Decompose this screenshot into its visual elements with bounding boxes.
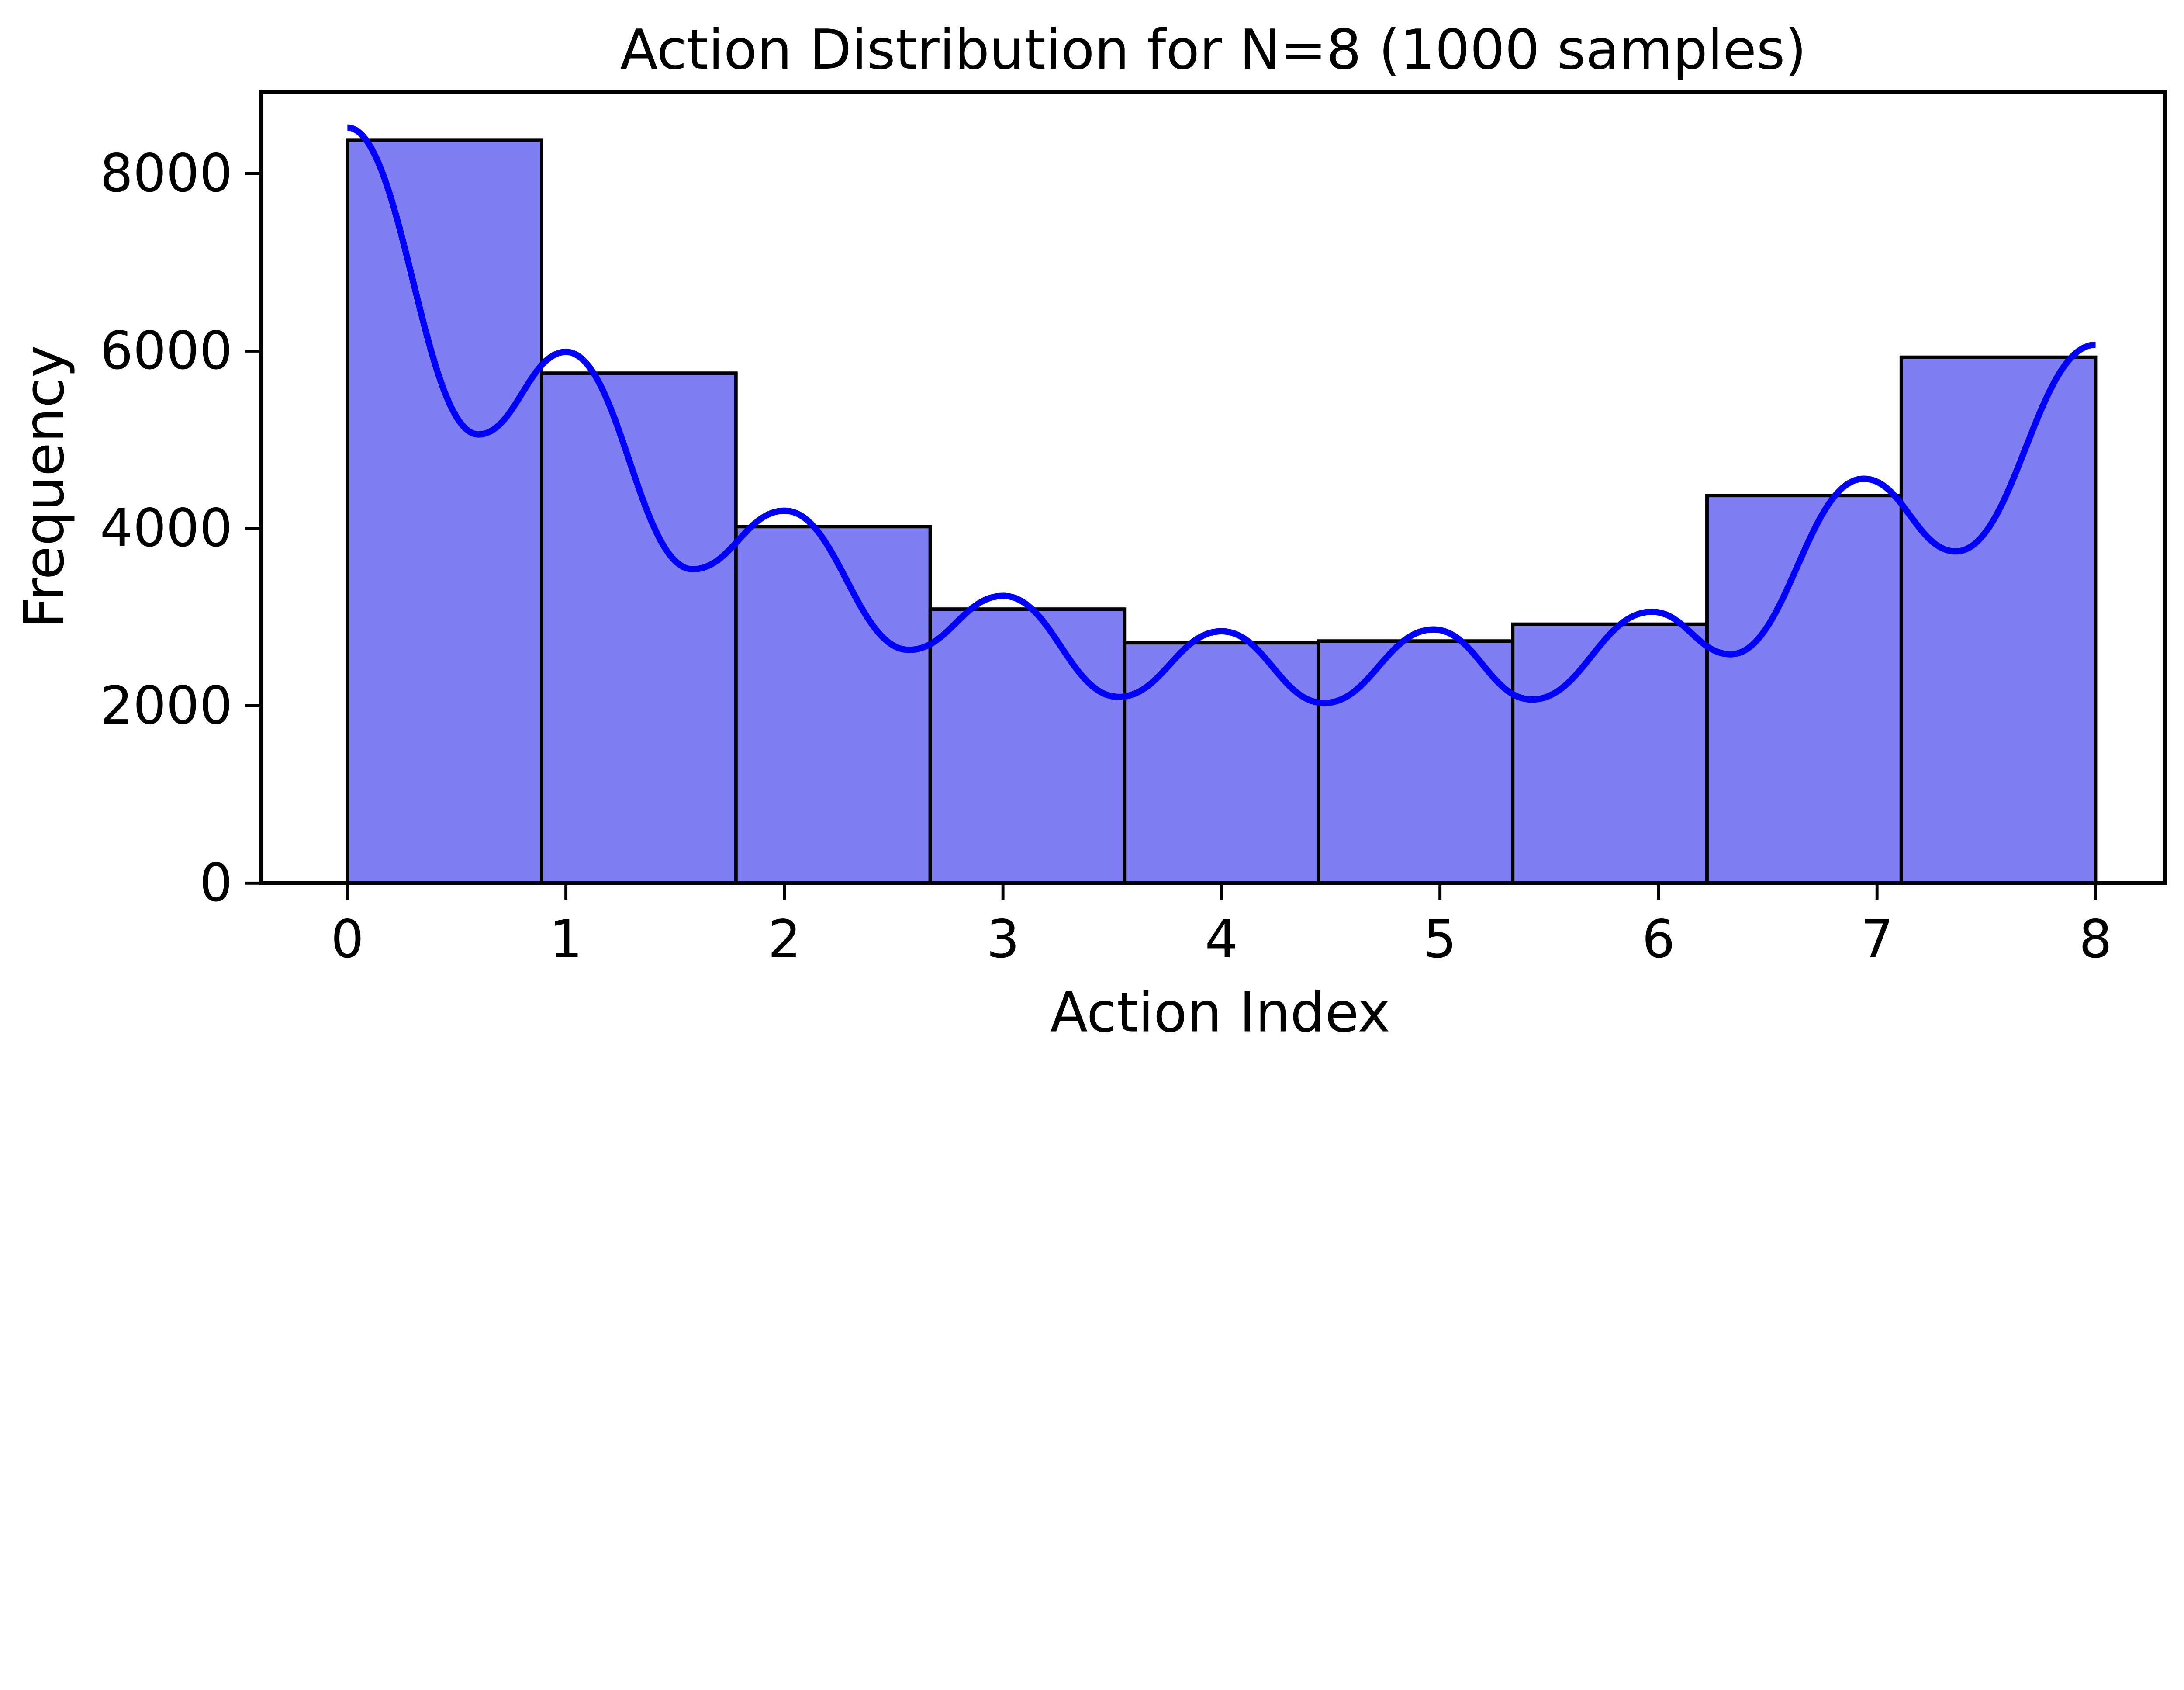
x-tick-label: 4: [1205, 909, 1238, 970]
x-tick-label: 6: [1642, 909, 1675, 970]
kde-curve: [347, 124, 2096, 706]
histogram-bar: [928, 607, 1127, 885]
x-tick-label: 1: [549, 909, 583, 970]
histogram-bar: [1899, 355, 2098, 885]
histogram-bar: [1317, 639, 1515, 885]
histogram-bar: [1511, 622, 1709, 885]
x-tick-label: 8: [2079, 909, 2112, 970]
y-tick-label: 6000: [100, 321, 233, 381]
x-tick-label: 2: [768, 909, 801, 970]
y-tick-label: 4000: [100, 498, 233, 559]
kde-curve-layer: [347, 124, 2096, 706]
plot-area-border: [259, 90, 2167, 885]
x-axis-label: Action Index: [1050, 980, 1390, 1044]
y-tick-label: 0: [199, 853, 232, 914]
histogram-bar: [540, 371, 738, 885]
x-tick-label: 3: [986, 909, 1019, 970]
histogram-bar: [734, 525, 932, 885]
histogram-bars-layer: [346, 138, 2098, 885]
y-axis-label: Frequency: [12, 345, 76, 629]
x-tick-label: 5: [1424, 909, 1457, 970]
chart-title: Action Distribution for N=8 (1000 sample…: [620, 17, 1807, 82]
x-tick-label: 7: [1860, 909, 1894, 970]
ticks-layer: 0 1 2 3 4 5 6 7 8 0 2000 4000 6000 8000: [100, 143, 2112, 970]
axes-layer: [259, 90, 2167, 885]
histogram-bar: [346, 138, 544, 885]
y-tick-label: 2000: [100, 675, 233, 736]
histogram-bar: [1705, 494, 1903, 885]
y-tick-label: 8000: [100, 143, 233, 204]
x-tick-label: 0: [331, 909, 364, 970]
action-distribution-chart: 0 1 2 3 4 5 6 7 8 0 2000 4000 6000 8000 Action Distri…: [12, 17, 2167, 1045]
figure: 0 1 2 3 4 5 6 7 8 0 2000 4000 6000 8000 Action Distri…: [12, 17, 2167, 1045]
